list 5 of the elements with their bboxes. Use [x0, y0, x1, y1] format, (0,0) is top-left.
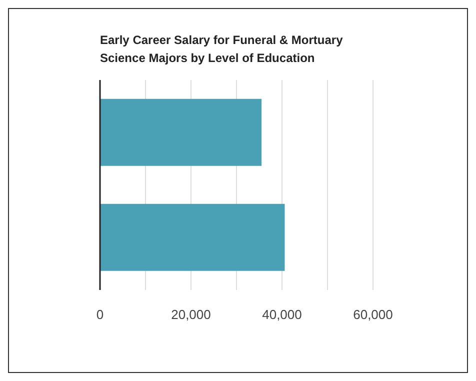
chart-title: Early Career Salary for Funeral & Mortuary Science Majors by Level of Education [100, 32, 344, 67]
x-tick-label: 0 [96, 307, 104, 322]
x-tick-label: 20,000 [171, 307, 211, 322]
x-tick-label: 60,000 [353, 307, 393, 322]
x-tick-label: 40,000 [262, 307, 302, 322]
